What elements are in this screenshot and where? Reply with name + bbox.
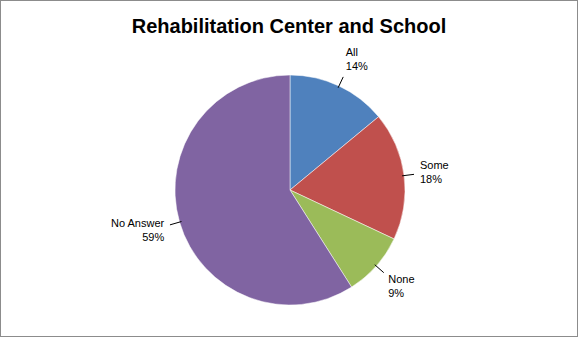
leader-line bbox=[375, 265, 384, 273]
data-label: Some 18% bbox=[420, 159, 449, 185]
label-category: All bbox=[346, 46, 358, 58]
data-label: No Answer 59% bbox=[111, 217, 165, 243]
slices bbox=[175, 75, 405, 305]
chart-frame bbox=[1, 1, 578, 337]
label-category: Some bbox=[420, 159, 449, 171]
data-label: All 14% bbox=[346, 46, 368, 72]
label-value: 59% bbox=[142, 231, 164, 243]
label-value: 14% bbox=[346, 60, 368, 72]
label-category: No Answer bbox=[111, 217, 165, 229]
leader-line bbox=[402, 174, 414, 176]
data-labels: All 14% Some 18% None 9% No Answer 59% bbox=[111, 46, 449, 299]
label-value: 18% bbox=[420, 173, 442, 185]
leader-line bbox=[338, 77, 343, 88]
pie-slice bbox=[175, 75, 352, 305]
label-value: 9% bbox=[388, 287, 404, 299]
chart-container: Rehabilitation Center and School All 14% So… bbox=[0, 0, 578, 337]
data-label: None 9% bbox=[388, 273, 414, 299]
leader-line bbox=[170, 222, 182, 225]
label-category: None bbox=[388, 273, 414, 285]
chart-title: Rehabilitation Center and School bbox=[132, 15, 446, 37]
chart-svg: Rehabilitation Center and School All 14% So… bbox=[0, 0, 578, 337]
